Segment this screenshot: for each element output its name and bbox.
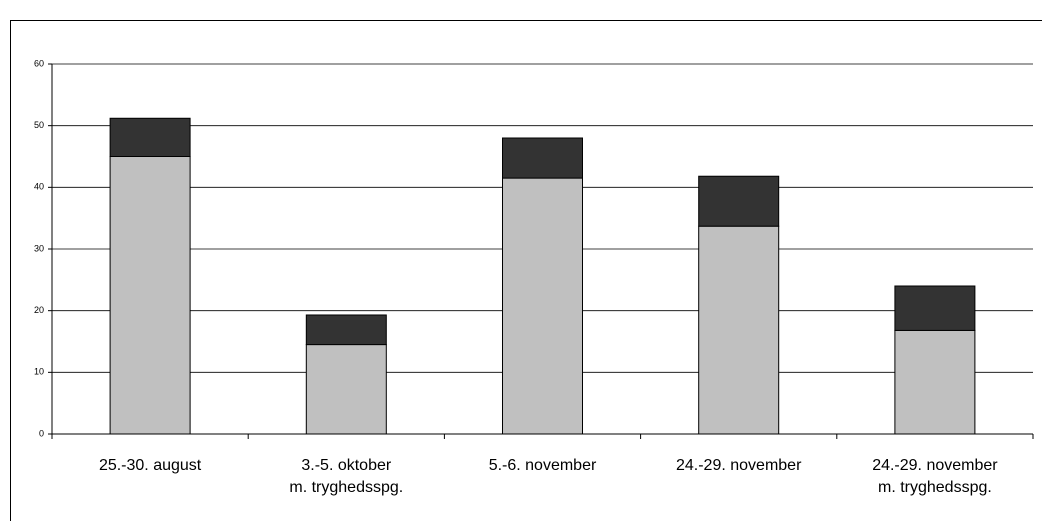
bar-segment [109, 156, 191, 435]
x-tick-label: 3.-5. oktober m. tryghedsspg. [289, 457, 403, 496]
bar-segment [894, 329, 976, 435]
x-tick-label-line: 5.-6. november [489, 457, 597, 474]
x-tick-label-line: 24.-29. november [872, 457, 998, 474]
y-tick-label: 10 [34, 367, 44, 377]
bar-segment [109, 117, 191, 158]
bar-segment [502, 177, 583, 435]
x-tick-label: 24.-29. november [676, 457, 802, 474]
x-tick-label-line: m. tryghedsspg. [289, 479, 403, 496]
x-tick-label: 25.-30. august [99, 457, 202, 474]
x-tick-label: 24.-29. november m. tryghedsspg. [872, 457, 998, 496]
bar-segment [894, 285, 976, 331]
x-tick-label-line: 24.-29. november [676, 457, 802, 474]
bar-segment [698, 225, 780, 435]
bar-segment [305, 344, 387, 435]
bar-segment [305, 314, 387, 346]
bar-segment [698, 175, 780, 227]
y-tick-label: 50 [34, 120, 44, 130]
x-tick-label-line: 3.-5. oktober [301, 457, 392, 474]
x-tick-label-line: m. tryghedsspg. [878, 479, 992, 496]
y-tick-label: 0 [39, 428, 44, 438]
x-tick-label-line: 25.-30. august [99, 457, 202, 474]
y-tick-label: 60 [34, 58, 44, 68]
x-tick-label: 5.-6. november [489, 457, 597, 474]
bar-segment [502, 137, 583, 179]
y-tick-label: 30 [34, 243, 44, 253]
y-tick-label: 40 [34, 182, 44, 192]
y-tick-label: 20 [34, 305, 44, 315]
